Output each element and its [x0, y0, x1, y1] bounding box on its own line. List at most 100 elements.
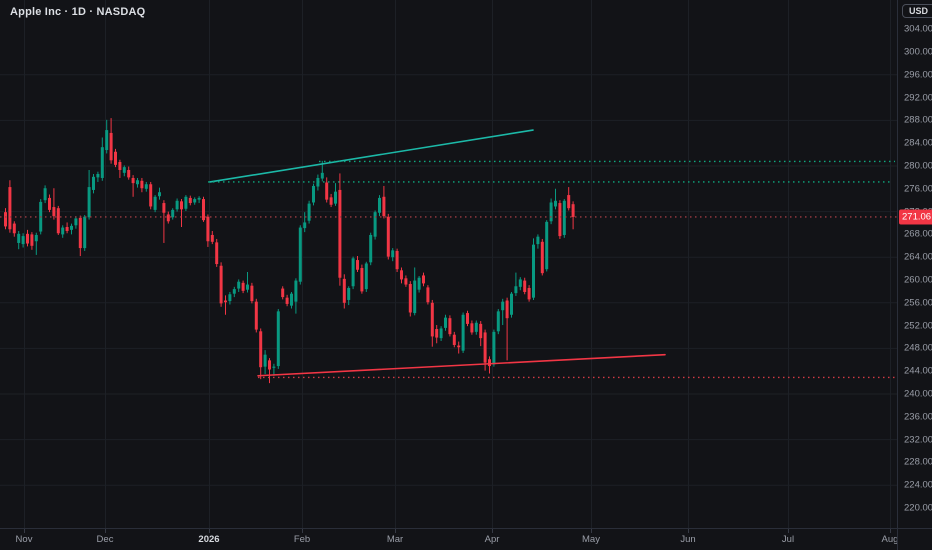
candle-up[interactable] — [34, 234, 38, 242]
candle-up[interactable] — [83, 216, 87, 249]
candle-down[interactable] — [224, 300, 227, 303]
candle-up[interactable] — [347, 287, 351, 300]
candle-up[interactable] — [70, 225, 73, 230]
candle-down[interactable] — [325, 182, 329, 200]
candle-down[interactable] — [422, 275, 425, 284]
candle-up[interactable] — [144, 184, 148, 189]
candle-down[interactable] — [329, 197, 333, 205]
candle-down[interactable] — [140, 180, 144, 189]
candle-down[interactable] — [56, 208, 60, 234]
candle-up[interactable] — [554, 200, 557, 207]
symbol-title[interactable]: Apple Inc · 1D · NASDAQ — [10, 6, 146, 18]
candle-up[interactable] — [373, 212, 377, 237]
candle-up[interactable] — [549, 202, 553, 222]
candle-up[interactable] — [514, 286, 518, 294]
candle-down[interactable] — [404, 278, 408, 285]
candle-down[interactable] — [395, 250, 399, 270]
candle-down[interactable] — [382, 196, 386, 217]
candle-up[interactable] — [228, 294, 232, 302]
candle-down[interactable] — [356, 260, 359, 270]
candle-up[interactable] — [136, 180, 139, 185]
candle-up[interactable] — [391, 250, 395, 258]
candle-down[interactable] — [114, 151, 117, 165]
candle-down[interactable] — [30, 234, 34, 246]
candle-down[interactable] — [127, 169, 131, 178]
candle-down[interactable] — [202, 199, 205, 221]
candle-down[interactable] — [408, 283, 412, 313]
candle-down[interactable] — [131, 177, 135, 184]
candle-up[interactable] — [158, 192, 161, 197]
candle-up[interactable] — [276, 311, 280, 367]
candle-up[interactable] — [92, 176, 95, 190]
candle-up[interactable] — [461, 314, 465, 351]
candle-down[interactable] — [457, 345, 461, 348]
candle-up[interactable] — [307, 203, 311, 221]
candle-up[interactable] — [263, 354, 267, 367]
candle-down[interactable] — [558, 203, 562, 237]
candle-down[interactable] — [430, 302, 434, 337]
candle-up[interactable] — [232, 289, 236, 294]
candle-up[interactable] — [61, 227, 65, 235]
candle-up[interactable] — [316, 177, 320, 187]
candle-down[interactable] — [571, 204, 575, 217]
candle-up[interactable] — [21, 236, 25, 245]
candle-up[interactable] — [122, 167, 126, 173]
candle-down[interactable] — [219, 265, 223, 304]
candle-up[interactable] — [100, 147, 104, 178]
candle-up[interactable] — [298, 227, 302, 282]
candle-down[interactable] — [188, 197, 192, 204]
rising-resistance-teal-trendline[interactable] — [209, 129, 534, 183]
candle-up[interactable] — [171, 209, 175, 218]
candle-up[interactable] — [518, 279, 522, 287]
candle-down[interactable] — [505, 300, 509, 319]
candle-down[interactable] — [78, 217, 82, 249]
candle-up[interactable] — [474, 322, 478, 332]
candle-down[interactable] — [488, 359, 491, 367]
candle-down[interactable] — [180, 201, 183, 210]
candle-up[interactable] — [96, 173, 100, 178]
candle-down[interactable] — [567, 195, 571, 209]
candle-down[interactable] — [268, 360, 271, 370]
candle-down[interactable] — [527, 287, 531, 300]
candle-down[interactable] — [435, 329, 439, 338]
candle-down[interactable] — [118, 162, 122, 170]
candle-down[interactable] — [483, 332, 487, 363]
candle-up[interactable] — [184, 196, 188, 209]
candle-up[interactable] — [364, 263, 368, 290]
candle-up[interactable] — [510, 293, 513, 315]
candle-down[interactable] — [285, 297, 289, 304]
candle-up[interactable] — [545, 221, 549, 270]
candle-down[interactable] — [65, 226, 69, 231]
candle-down[interactable] — [241, 282, 245, 291]
price-chart-canvas[interactable] — [0, 0, 897, 528]
candle-down[interactable] — [360, 268, 364, 292]
candle-down[interactable] — [166, 214, 170, 222]
candle-down[interactable] — [523, 280, 527, 292]
candle-up[interactable] — [536, 236, 540, 245]
candle-up[interactable] — [501, 301, 505, 311]
candle-up[interactable] — [303, 222, 307, 229]
candle-up[interactable] — [246, 284, 249, 290]
candle-down[interactable] — [452, 334, 456, 345]
candle-up[interactable] — [272, 366, 276, 368]
candle-down[interactable] — [12, 223, 16, 234]
candle-up[interactable] — [369, 234, 373, 263]
candle-down[interactable] — [386, 216, 390, 257]
candle-down[interactable] — [281, 288, 285, 298]
candle-up[interactable] — [532, 244, 535, 298]
candle-down[interactable] — [109, 132, 113, 161]
candle-up[interactable] — [153, 196, 157, 210]
candle-down[interactable] — [254, 301, 258, 330]
candle-down[interactable] — [448, 318, 452, 335]
candle-up[interactable] — [562, 200, 566, 235]
candle-down[interactable] — [215, 242, 219, 265]
candle-up[interactable] — [294, 280, 298, 302]
candle-up[interactable] — [290, 293, 293, 306]
candle-up[interactable] — [105, 130, 109, 151]
candle-up[interactable] — [237, 281, 241, 289]
candle-up[interactable] — [197, 197, 201, 200]
candle-up[interactable] — [444, 317, 447, 328]
candle-down[interactable] — [206, 216, 210, 242]
candle-up[interactable] — [193, 199, 197, 203]
candle-up[interactable] — [492, 331, 496, 365]
